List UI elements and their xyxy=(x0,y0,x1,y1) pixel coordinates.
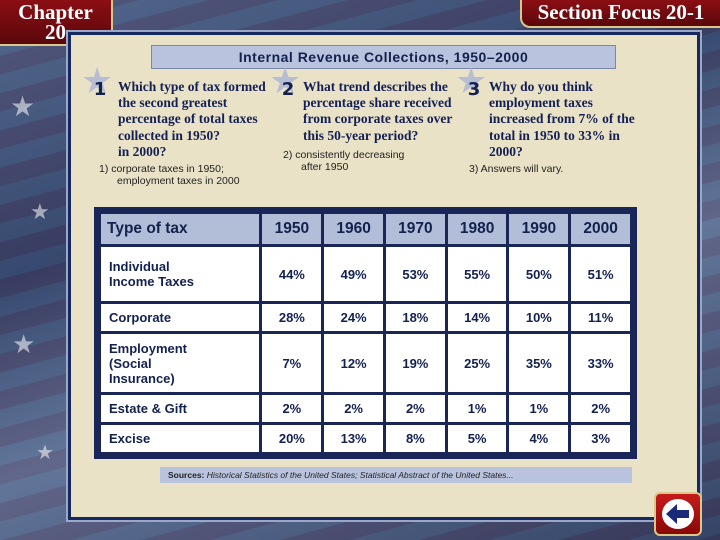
star-icon: ★ xyxy=(36,440,54,464)
table-cell: 2% xyxy=(571,395,630,422)
question-2-text: What trend describes the percentage shar… xyxy=(303,79,453,143)
star-icon: ★ xyxy=(12,330,36,360)
row-label: Corporate xyxy=(101,304,260,331)
table-cell: 24% xyxy=(324,304,383,331)
table-cell: 18% xyxy=(385,304,445,331)
table-cell: 5% xyxy=(447,425,507,452)
column-header: 1990 xyxy=(509,214,569,244)
question-2-badge: ★ 2 xyxy=(269,61,302,102)
tax-table: Type of tax 1950 1960 1970 1980 1990 200… xyxy=(98,211,633,455)
question-3-text: Why do you think employment taxes increa… xyxy=(489,79,635,159)
row-label: Individual Income Taxes xyxy=(101,247,260,301)
back-arrow-icon xyxy=(666,504,689,524)
table-cell: 53% xyxy=(385,247,445,301)
star-icon: ★ xyxy=(455,61,488,102)
table-cell: 7% xyxy=(262,334,322,392)
table-cell: 33% xyxy=(571,334,630,392)
row-label: Estate & Gift xyxy=(101,395,260,422)
back-button[interactable] xyxy=(654,492,702,536)
star-icon: ★ xyxy=(10,90,36,123)
table-cell: 55% xyxy=(447,247,507,301)
table-cell: 2% xyxy=(262,395,322,422)
star-icon: ★ xyxy=(269,61,302,102)
table-cell: 35% xyxy=(509,334,569,392)
table-cell: 12% xyxy=(324,334,383,392)
table-cell: 1% xyxy=(509,395,569,422)
table-cell: 49% xyxy=(324,247,383,301)
table-cell: 2% xyxy=(385,395,445,422)
column-header: 1970 xyxy=(385,214,445,244)
table-row: Individual Income Taxes 44% 49% 53% 55% … xyxy=(101,247,630,301)
column-header: Type of tax xyxy=(101,214,260,244)
table-cell: 14% xyxy=(447,304,507,331)
tax-table-frame: Type of tax 1950 1960 1970 1980 1990 200… xyxy=(94,207,637,459)
table-cell: 44% xyxy=(262,247,322,301)
row-label: Excise xyxy=(101,425,260,452)
answer-1: 1) corporate taxes in 1950; employment t… xyxy=(99,163,240,187)
column-header: 1950 xyxy=(262,214,322,244)
table-cell: 4% xyxy=(509,425,569,452)
column-header: 2000 xyxy=(571,214,630,244)
table-cell: 2% xyxy=(324,395,383,422)
star-icon: ★ xyxy=(30,200,50,225)
table-row: Corporate 28% 24% 18% 14% 10% 11% xyxy=(101,304,630,331)
answer-2: 2) consistently decreasing after 1950 xyxy=(283,149,405,173)
question-1-badge: ★ 1 xyxy=(81,61,114,102)
table-cell: 8% xyxy=(385,425,445,452)
table-cell: 3% xyxy=(571,425,630,452)
table-cell: 25% xyxy=(447,334,507,392)
column-header: 1960 xyxy=(324,214,383,244)
table-cell: 50% xyxy=(509,247,569,301)
question-1-text: Which type of tax formed the second grea… xyxy=(118,79,266,159)
table-cell: 20% xyxy=(262,425,322,452)
sources-note: Sources: Historical Statistics of the Un… xyxy=(160,467,632,483)
chapter-number: 20 xyxy=(45,20,66,44)
column-header: 1980 xyxy=(447,214,507,244)
panel-title: Internal Revenue Collections, 1950–2000 xyxy=(151,45,616,69)
star-icon: ★ xyxy=(81,61,114,102)
table-cell: 28% xyxy=(262,304,322,331)
section-title: Section Focus 20-1 xyxy=(520,0,720,28)
table-cell: 13% xyxy=(324,425,383,452)
table-row: Employment (Social Insurance) 7% 12% 19%… xyxy=(101,334,630,392)
table-header-row: Type of tax 1950 1960 1970 1980 1990 200… xyxy=(101,214,630,244)
table-cell: 51% xyxy=(571,247,630,301)
row-label: Employment (Social Insurance) xyxy=(101,334,260,392)
question-3-badge: ★ 3 xyxy=(455,61,488,102)
table-row: Estate & Gift 2% 2% 2% 1% 1% 2% xyxy=(101,395,630,422)
answer-3: 3) Answers will vary. xyxy=(469,163,564,175)
table-cell: 1% xyxy=(447,395,507,422)
chapter-label: Chapter xyxy=(18,0,93,24)
table-cell: 19% xyxy=(385,334,445,392)
table-row: Excise 20% 13% 8% 5% 4% 3% xyxy=(101,425,630,452)
content-panel: Internal Revenue Collections, 1950–2000 … xyxy=(68,32,700,520)
table-cell: 10% xyxy=(509,304,569,331)
table-cell: 11% xyxy=(571,304,630,331)
